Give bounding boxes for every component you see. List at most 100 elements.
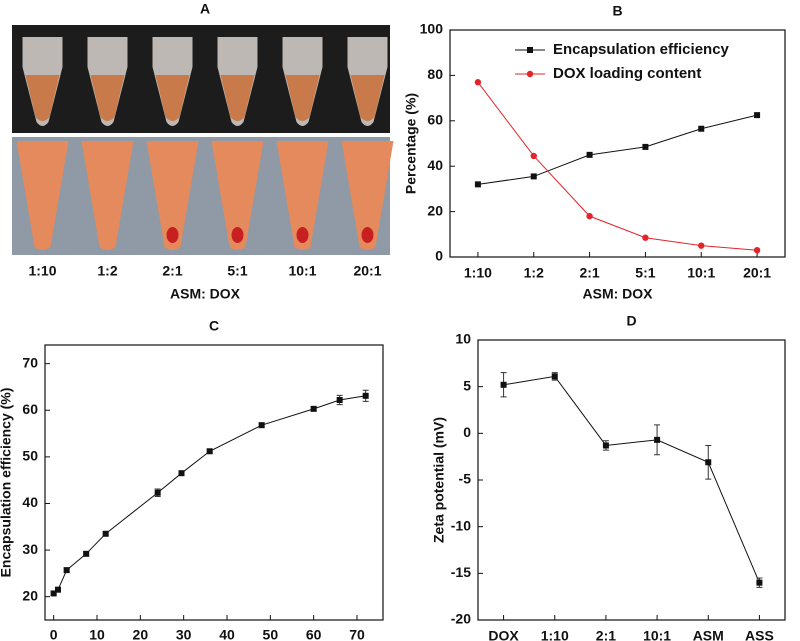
pellet [361, 227, 374, 243]
marker [698, 125, 705, 132]
x-tick-label: ASM [693, 628, 724, 641]
y-tick-label: 80 [427, 66, 443, 82]
y-tick-label: 50 [22, 448, 38, 464]
y-axis-label: Percentage (%) [403, 93, 419, 194]
y-tick-label: 100 [420, 21, 444, 37]
plot-frame [449, 29, 786, 258]
marker [642, 143, 649, 150]
marker [310, 405, 317, 412]
panel-title: C [209, 318, 219, 334]
x-axis-label: ASM: DOX [170, 286, 241, 302]
y-axis-label: Encapsulation efficiency (%) [0, 388, 14, 578]
y-tick-label: 30 [22, 541, 38, 557]
marker [102, 530, 109, 537]
x-axis-label: ASM: DOX [583, 286, 654, 302]
x-tick-label: 30 [176, 627, 192, 641]
marker [530, 152, 537, 160]
panel-title: A [200, 1, 210, 17]
marker [83, 550, 90, 557]
x-tick-label: 2:1 [596, 628, 616, 641]
plot-frame [477, 339, 786, 621]
y-tick-label: 20 [22, 587, 38, 603]
y-tick-label: -15 [451, 564, 471, 580]
marker [756, 579, 763, 586]
marker [642, 234, 649, 241]
x-tick-label: 20 [133, 627, 149, 641]
x-tick-label: 70 [349, 627, 365, 641]
marker [258, 422, 265, 429]
panel-title: D [626, 313, 636, 329]
y-tick-label: 5 [463, 377, 471, 393]
legend-marker [527, 47, 533, 53]
tube-liquid [90, 75, 125, 121]
tube-bottom [211, 141, 264, 250]
y-tick-label: 0 [463, 424, 471, 440]
marker [698, 242, 705, 249]
marker [474, 181, 481, 188]
legend-label: DOX loading content [553, 65, 701, 82]
series-line [477, 114, 758, 185]
y-tick-label: -10 [451, 517, 471, 533]
x-tick-label: 20:1 [353, 263, 381, 279]
marker [754, 112, 761, 119]
tube-liquid [350, 75, 385, 121]
tube-bottom [341, 141, 394, 250]
series-line [53, 395, 366, 594]
marker [586, 212, 593, 220]
marker [705, 459, 712, 466]
y-tick-label: -5 [459, 471, 472, 487]
x-tick-label: 0 [50, 627, 58, 641]
y-tick-label: 20 [427, 202, 443, 218]
x-tick-label: 5:1 [635, 265, 655, 281]
x-tick-label: 1:10 [464, 265, 492, 281]
marker [206, 448, 213, 455]
x-tick-label: 1:10 [541, 628, 569, 641]
marker [530, 173, 537, 180]
tube-liquid [285, 75, 320, 121]
y-tick-label: 40 [427, 157, 443, 173]
plot-frame [44, 344, 384, 621]
tube-bottom [16, 141, 69, 250]
tube-liquid [25, 75, 60, 121]
tube-bottom [146, 141, 199, 250]
y-tick-label: 60 [427, 112, 443, 128]
marker [753, 246, 761, 254]
marker [63, 567, 70, 574]
marker [336, 397, 343, 403]
x-tick-label: 60 [306, 627, 322, 641]
y-tick-label: 10 [455, 331, 471, 347]
x-tick-label: 1:2 [97, 263, 117, 279]
x-tick-label: 10:1 [643, 628, 671, 641]
marker [551, 373, 558, 380]
y-axis-label: Zeta potential (mV) [431, 417, 447, 543]
series-line [503, 375, 760, 583]
marker [474, 79, 482, 86]
marker [654, 436, 661, 443]
marker [154, 489, 161, 496]
x-tick-label: 2:1 [162, 263, 182, 279]
pellet [296, 227, 309, 243]
pellet [166, 227, 179, 243]
x-tick-label: DOX [488, 628, 519, 641]
x-tick-label: 10:1 [687, 265, 715, 281]
y-tick-label: -20 [451, 611, 471, 627]
marker [500, 381, 507, 388]
marker [586, 151, 593, 158]
x-tick-label: 40 [219, 627, 235, 641]
x-tick-label: 1:2 [524, 265, 544, 281]
tube-liquid [220, 75, 255, 121]
photo-bottom [12, 137, 390, 255]
marker [602, 442, 609, 449]
panel-title: B [612, 3, 622, 19]
tube-bottom [81, 141, 134, 250]
x-tick-label: 1:10 [28, 263, 56, 279]
x-tick-label: 5:1 [227, 263, 247, 279]
x-tick-label: ASS [745, 628, 774, 641]
y-tick-label: 60 [22, 401, 38, 417]
tube-liquid [155, 75, 190, 121]
legend-marker [526, 70, 534, 78]
marker [50, 590, 57, 597]
pellet [231, 227, 244, 243]
tube-bottom [276, 141, 329, 250]
